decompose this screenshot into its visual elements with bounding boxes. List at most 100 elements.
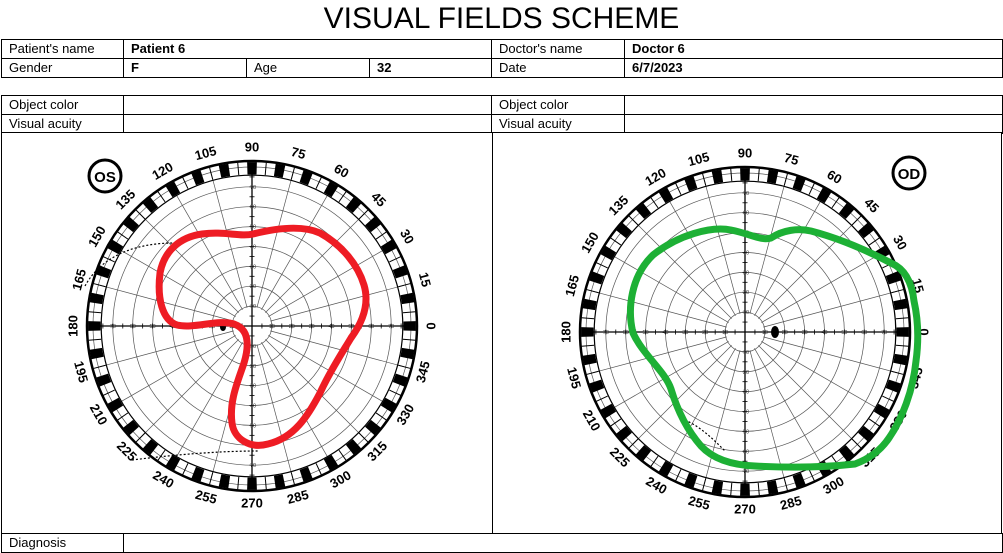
angle-label: 180	[65, 315, 80, 337]
degree-block	[616, 425, 632, 442]
radius-label: 50	[841, 330, 847, 336]
right-object-color-field[interactable]	[624, 95, 1003, 115]
spoke	[761, 341, 884, 412]
degree-tick	[237, 162, 240, 176]
right-visual-acuity-field[interactable]	[624, 114, 1003, 134]
angle-label: 270	[241, 495, 263, 510]
spoke	[261, 342, 332, 465]
degree-tick	[209, 472, 214, 485]
degree-tick	[358, 432, 369, 443]
radius-label: 20	[743, 370, 749, 376]
angle-label: 60	[332, 161, 352, 181]
degree-tick	[402, 338, 416, 341]
left-eye-panel: 10 10 10 10 20 20 20 20 30 30 30 30 40 40 40 40 50 50 50 50…	[1, 132, 493, 534]
left-visual-acuity-field[interactable]	[123, 114, 492, 134]
radius-label: 50	[250, 225, 256, 231]
degree-block	[107, 239, 124, 255]
gender-field[interactable]: F	[123, 58, 247, 78]
spoke	[172, 187, 243, 310]
degree-tick	[290, 472, 295, 485]
right-eye-panel: 10 10 10 10 20 20 20 20 30 30 30 30 40 40 40 40 50 50 50 50…	[492, 132, 1002, 534]
degree-block	[581, 327, 594, 337]
date-field[interactable]: 6/7/2023	[624, 58, 1003, 78]
degree-tick	[117, 231, 129, 240]
radius-label: 20	[209, 324, 215, 330]
degree-block	[123, 216, 139, 233]
radius-label: 60	[743, 449, 749, 455]
spoke	[113, 246, 236, 317]
spoke	[632, 219, 732, 319]
doctor-name-label: Doctor's name	[491, 39, 626, 59]
age-field[interactable]: 32	[368, 58, 493, 78]
radius-label: 50	[743, 429, 749, 435]
left-object-color-field[interactable]	[123, 95, 492, 115]
angle-label: 255	[194, 487, 219, 507]
degree-block	[123, 419, 139, 436]
degree-block	[885, 271, 901, 285]
degree-block	[365, 419, 381, 436]
degree-block	[392, 373, 408, 387]
patient-name-field[interactable]: Patient 6	[122, 39, 493, 59]
inner-band-ring	[593, 180, 897, 484]
spoke	[632, 345, 732, 445]
page-title: VISUAL FIELDS SCHEME	[323, 2, 680, 35]
radius-label: 50	[348, 324, 354, 330]
degree-block	[142, 197, 159, 213]
degree-tick	[389, 256, 401, 263]
degree-block	[766, 169, 779, 184]
angle-label: 105	[686, 149, 711, 169]
degree-tick	[675, 183, 682, 195]
radius-label: 40	[250, 404, 256, 410]
angle-label: 30	[890, 232, 910, 252]
blind-spot-marker	[771, 326, 779, 338]
radius-label: 70	[388, 324, 394, 330]
radius-label: 10	[743, 350, 749, 356]
os-eye-label: OS	[94, 169, 116, 186]
doctor-name-field[interactable]: Doctor 6	[624, 39, 1003, 59]
degree-tick	[596, 395, 608, 402]
degree-tick	[868, 418, 880, 427]
radius-label: 10	[743, 310, 749, 316]
inner-band-ring	[100, 174, 404, 478]
radius-label: 30	[743, 270, 749, 276]
radius-label: 20	[743, 290, 749, 296]
radius-label: 40	[662, 330, 668, 336]
spoke	[98, 330, 234, 368]
angle-label: 45	[368, 189, 389, 210]
radius-label: 50	[643, 330, 649, 336]
degree-tick	[851, 215, 862, 226]
degree-block	[142, 439, 159, 455]
angle-label: 0	[424, 322, 439, 329]
degree-block	[792, 472, 806, 488]
degree-block	[345, 439, 362, 455]
radius-label: 30	[682, 330, 688, 336]
degree-tick	[808, 183, 815, 195]
degree-block	[273, 474, 286, 489]
degree-block	[740, 483, 750, 496]
degree-tick	[581, 317, 595, 320]
radius-label: 70	[250, 185, 256, 191]
os-eye-badge	[87, 158, 123, 194]
degree-tick	[783, 173, 788, 186]
angle-label: 285	[285, 487, 310, 507]
radius-label: 10	[762, 330, 768, 336]
degree-tick	[135, 432, 146, 443]
degree-tick	[650, 197, 659, 209]
od-eye-label: OD	[898, 166, 921, 183]
angle-label: 165	[562, 273, 582, 298]
left-visual-acuity-label: Visual acuity	[1, 114, 124, 134]
degree-block	[299, 170, 313, 186]
diagnosis-field[interactable]	[123, 533, 1003, 553]
degree-block	[380, 397, 397, 413]
degree-tick	[398, 283, 411, 288]
degree-block	[88, 321, 101, 331]
spoke	[270, 330, 406, 368]
degree-tick	[103, 389, 115, 396]
spoke	[758, 345, 858, 445]
degree-block	[165, 181, 181, 198]
radius-label: 60	[861, 330, 867, 336]
degree-block	[885, 379, 901, 393]
degree-block	[740, 168, 750, 181]
degree-block	[873, 403, 890, 419]
spoke	[98, 284, 234, 322]
